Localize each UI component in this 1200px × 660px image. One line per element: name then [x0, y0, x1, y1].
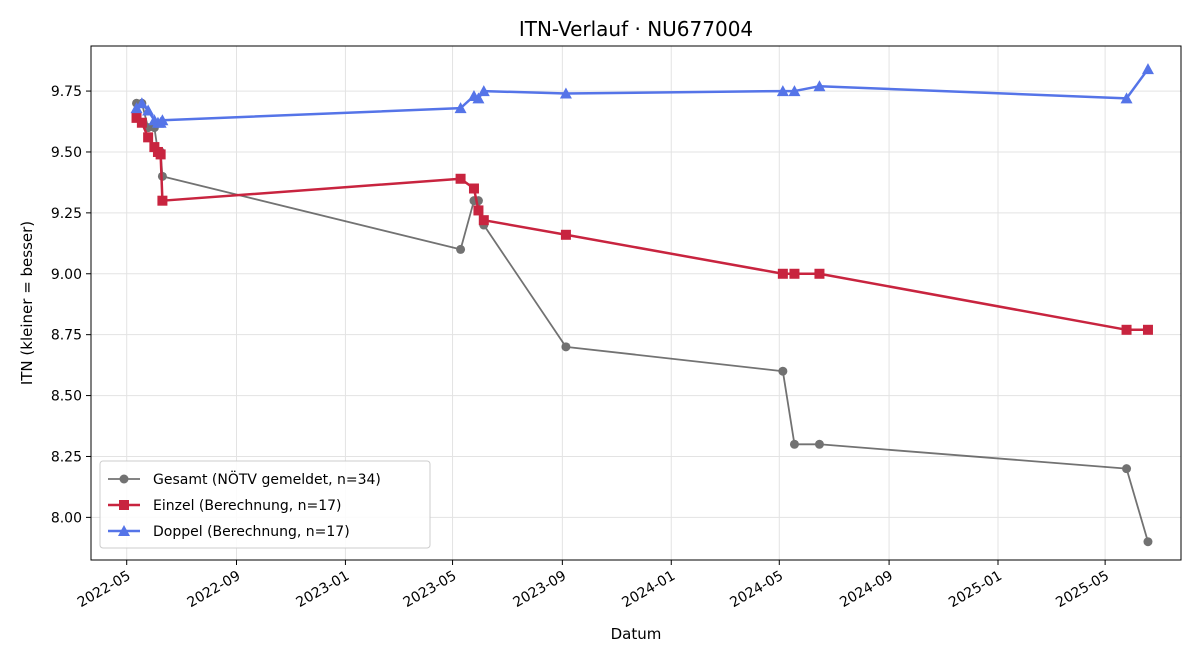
- chart-title: ITN-Verlauf · NU677004: [519, 17, 753, 41]
- data-point: [788, 85, 801, 97]
- data-point: [778, 366, 788, 376]
- data-point: [814, 268, 825, 279]
- legend-item: [108, 474, 140, 484]
- y-tick-label: 9.25: [51, 206, 82, 222]
- y-tick-label: 8.75: [51, 328, 82, 344]
- data-point: [1121, 324, 1132, 335]
- y-axis-label: ITN (kleiner = besser): [18, 221, 36, 385]
- y-tick-label: 9.50: [51, 145, 82, 161]
- data-point: [1141, 63, 1154, 75]
- data-point: [1142, 324, 1153, 335]
- data-point: [156, 114, 169, 126]
- x-axis-label: Datum: [611, 625, 662, 643]
- data-point: [560, 229, 571, 240]
- series-layer: [130, 63, 1154, 547]
- data-point: [1120, 92, 1133, 104]
- data-point: [472, 92, 485, 104]
- legend-label: Doppel (Berechnung, n=17): [153, 524, 350, 540]
- data-point: [468, 183, 479, 194]
- series-3: [130, 63, 1154, 128]
- data-point: [789, 268, 800, 279]
- data-point: [559, 87, 572, 99]
- data-point: [1143, 537, 1153, 547]
- legend-marker: [118, 525, 130, 536]
- y-tick-label: 9.00: [51, 267, 82, 283]
- data-point: [561, 342, 571, 352]
- data-point: [157, 195, 168, 206]
- data-point: [473, 205, 484, 216]
- data-point: [477, 85, 490, 97]
- series-2: [131, 112, 1153, 335]
- data-point: [136, 117, 147, 128]
- data-point: [789, 439, 799, 449]
- legend-label: Einzel (Berechnung, n=17): [153, 498, 342, 514]
- data-point: [814, 439, 824, 449]
- data-point: [454, 102, 467, 114]
- data-point: [131, 112, 142, 123]
- legend-label: Gesamt (NÖTV gemeldet, n=34): [153, 470, 381, 488]
- data-point: [155, 149, 166, 160]
- data-point: [813, 80, 826, 92]
- data-point: [455, 173, 466, 184]
- data-point: [1122, 464, 1132, 474]
- y-tick-label: 9.75: [51, 84, 82, 100]
- data-point: [776, 85, 789, 97]
- y-tick-label: 8.00: [51, 510, 82, 526]
- data-point: [777, 268, 788, 279]
- legend: Gesamt (NÖTV gemeldet, n=34) Einzel (Bere…: [99, 460, 431, 549]
- legend-box: [99, 460, 431, 549]
- legend-item: [108, 500, 140, 510]
- data-point: [142, 104, 155, 116]
- data-point: [478, 215, 489, 226]
- plot-frame: [90, 45, 1182, 561]
- data-point: [135, 97, 148, 109]
- y-tick-label: 8.25: [51, 449, 82, 465]
- legend-marker: [119, 474, 129, 484]
- y-axis: 8.00 8.25 8.50 8.75 9.00 9.25 9.50 9.75: [51, 84, 91, 526]
- y-tick-label: 8.50: [51, 389, 82, 405]
- data-point: [456, 244, 466, 254]
- legend-marker: [119, 500, 129, 510]
- legend-item: [108, 525, 140, 536]
- data-point: [143, 132, 154, 143]
